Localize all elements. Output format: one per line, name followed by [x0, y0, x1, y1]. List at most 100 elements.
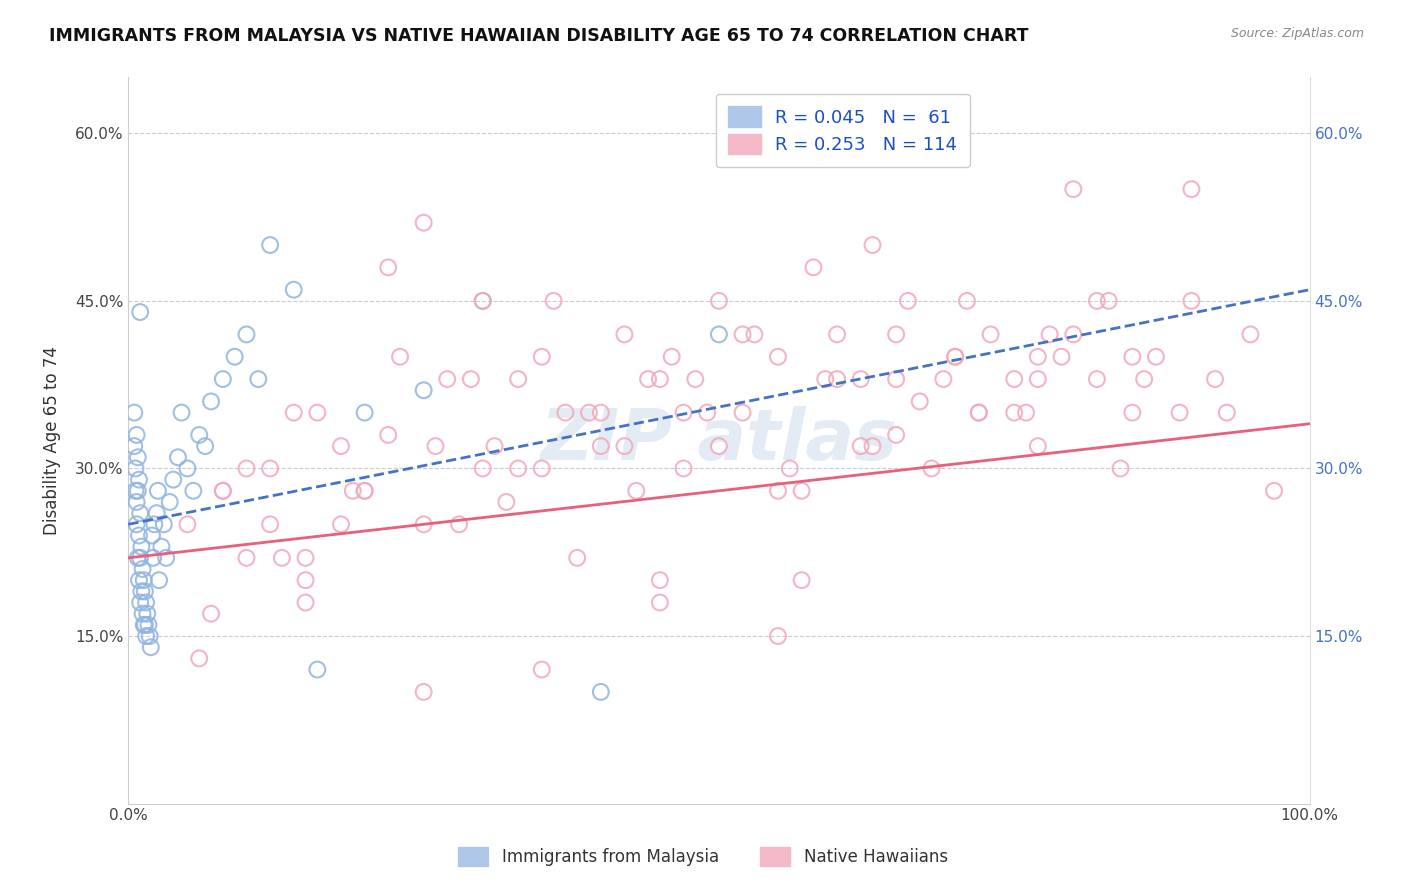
Text: Source: ZipAtlas.com: Source: ZipAtlas.com: [1230, 27, 1364, 40]
Point: [884, 327, 907, 342]
Point: [283, 406, 305, 420]
Point: [412, 216, 434, 230]
Point: [1002, 372, 1025, 386]
Point: [235, 550, 257, 565]
Point: [128, 473, 150, 487]
Point: [825, 327, 848, 342]
Point: [613, 439, 636, 453]
Point: [131, 540, 153, 554]
Point: [188, 651, 211, 665]
Point: [188, 428, 211, 442]
Point: [259, 517, 281, 532]
Point: [412, 517, 434, 532]
Point: [194, 439, 217, 453]
Point: [921, 461, 943, 475]
Point: [135, 629, 157, 643]
Point: [212, 483, 235, 498]
Point: [932, 372, 955, 386]
Point: [967, 406, 990, 420]
Point: [131, 562, 153, 576]
Point: [731, 327, 754, 342]
Point: [353, 406, 375, 420]
Point: [637, 372, 659, 386]
Point: [170, 406, 193, 420]
Point: [849, 372, 872, 386]
Point: [661, 350, 683, 364]
Point: [543, 293, 565, 308]
Point: [307, 663, 329, 677]
Text: IMMIGRANTS FROM MALAYSIA VS NATIVE HAWAIIAN DISABILITY AGE 65 TO 74 CORRELATION : IMMIGRANTS FROM MALAYSIA VS NATIVE HAWAI…: [49, 27, 1029, 45]
Point: [613, 327, 636, 342]
Point: [685, 372, 707, 386]
Legend: Immigrants from Malaysia, Native Hawaiians: Immigrants from Malaysia, Native Hawaiia…: [444, 833, 962, 880]
Point: [884, 428, 907, 442]
Point: [803, 260, 825, 275]
Point: [508, 461, 530, 475]
Legend: R = 0.045   N =  61, R = 0.253   N = 114: R = 0.045 N = 61, R = 0.253 N = 114: [716, 94, 970, 167]
Point: [471, 461, 494, 475]
Point: [129, 506, 152, 520]
Point: [1180, 293, 1202, 308]
Point: [1015, 406, 1038, 420]
Point: [707, 439, 730, 453]
Point: [162, 473, 184, 487]
Point: [139, 640, 162, 655]
Point: [259, 461, 281, 475]
Point: [271, 550, 294, 565]
Point: [790, 483, 813, 498]
Point: [530, 461, 553, 475]
Point: [330, 517, 353, 532]
Point: [235, 327, 257, 342]
Point: [200, 394, 222, 409]
Point: [125, 495, 148, 509]
Point: [589, 439, 612, 453]
Point: [150, 540, 173, 554]
Point: [141, 528, 163, 542]
Point: [790, 573, 813, 587]
Point: [353, 483, 375, 498]
Point: [183, 483, 205, 498]
Point: [908, 394, 931, 409]
Point: [672, 461, 695, 475]
Point: [132, 573, 155, 587]
Point: [235, 461, 257, 475]
Point: [127, 450, 149, 465]
Point: [294, 595, 316, 609]
Point: [1026, 439, 1049, 453]
Point: [626, 483, 648, 498]
Point: [377, 260, 399, 275]
Point: [1263, 483, 1285, 498]
Point: [129, 550, 152, 565]
Point: [138, 629, 160, 643]
Point: [567, 550, 589, 565]
Point: [672, 406, 695, 420]
Point: [127, 550, 149, 565]
Point: [131, 584, 153, 599]
Point: [1026, 350, 1049, 364]
Point: [132, 618, 155, 632]
Point: [167, 450, 190, 465]
Point: [530, 663, 553, 677]
Point: [412, 685, 434, 699]
Point: [707, 327, 730, 342]
Point: [471, 293, 494, 308]
Point: [124, 406, 146, 420]
Point: [449, 517, 471, 532]
Point: [648, 595, 671, 609]
Point: [862, 439, 884, 453]
Point: [943, 350, 966, 364]
Point: [307, 406, 329, 420]
Point: [294, 573, 316, 587]
Point: [138, 618, 160, 632]
Point: [1121, 350, 1143, 364]
Point: [766, 350, 789, 364]
Point: [1144, 350, 1167, 364]
Point: [143, 517, 166, 532]
Point: [731, 406, 754, 420]
Point: [1062, 327, 1084, 342]
Point: [897, 293, 920, 308]
Point: [554, 406, 576, 420]
Point: [862, 238, 884, 252]
Text: ZIP atlas: ZIP atlas: [540, 406, 897, 475]
Point: [125, 428, 148, 442]
